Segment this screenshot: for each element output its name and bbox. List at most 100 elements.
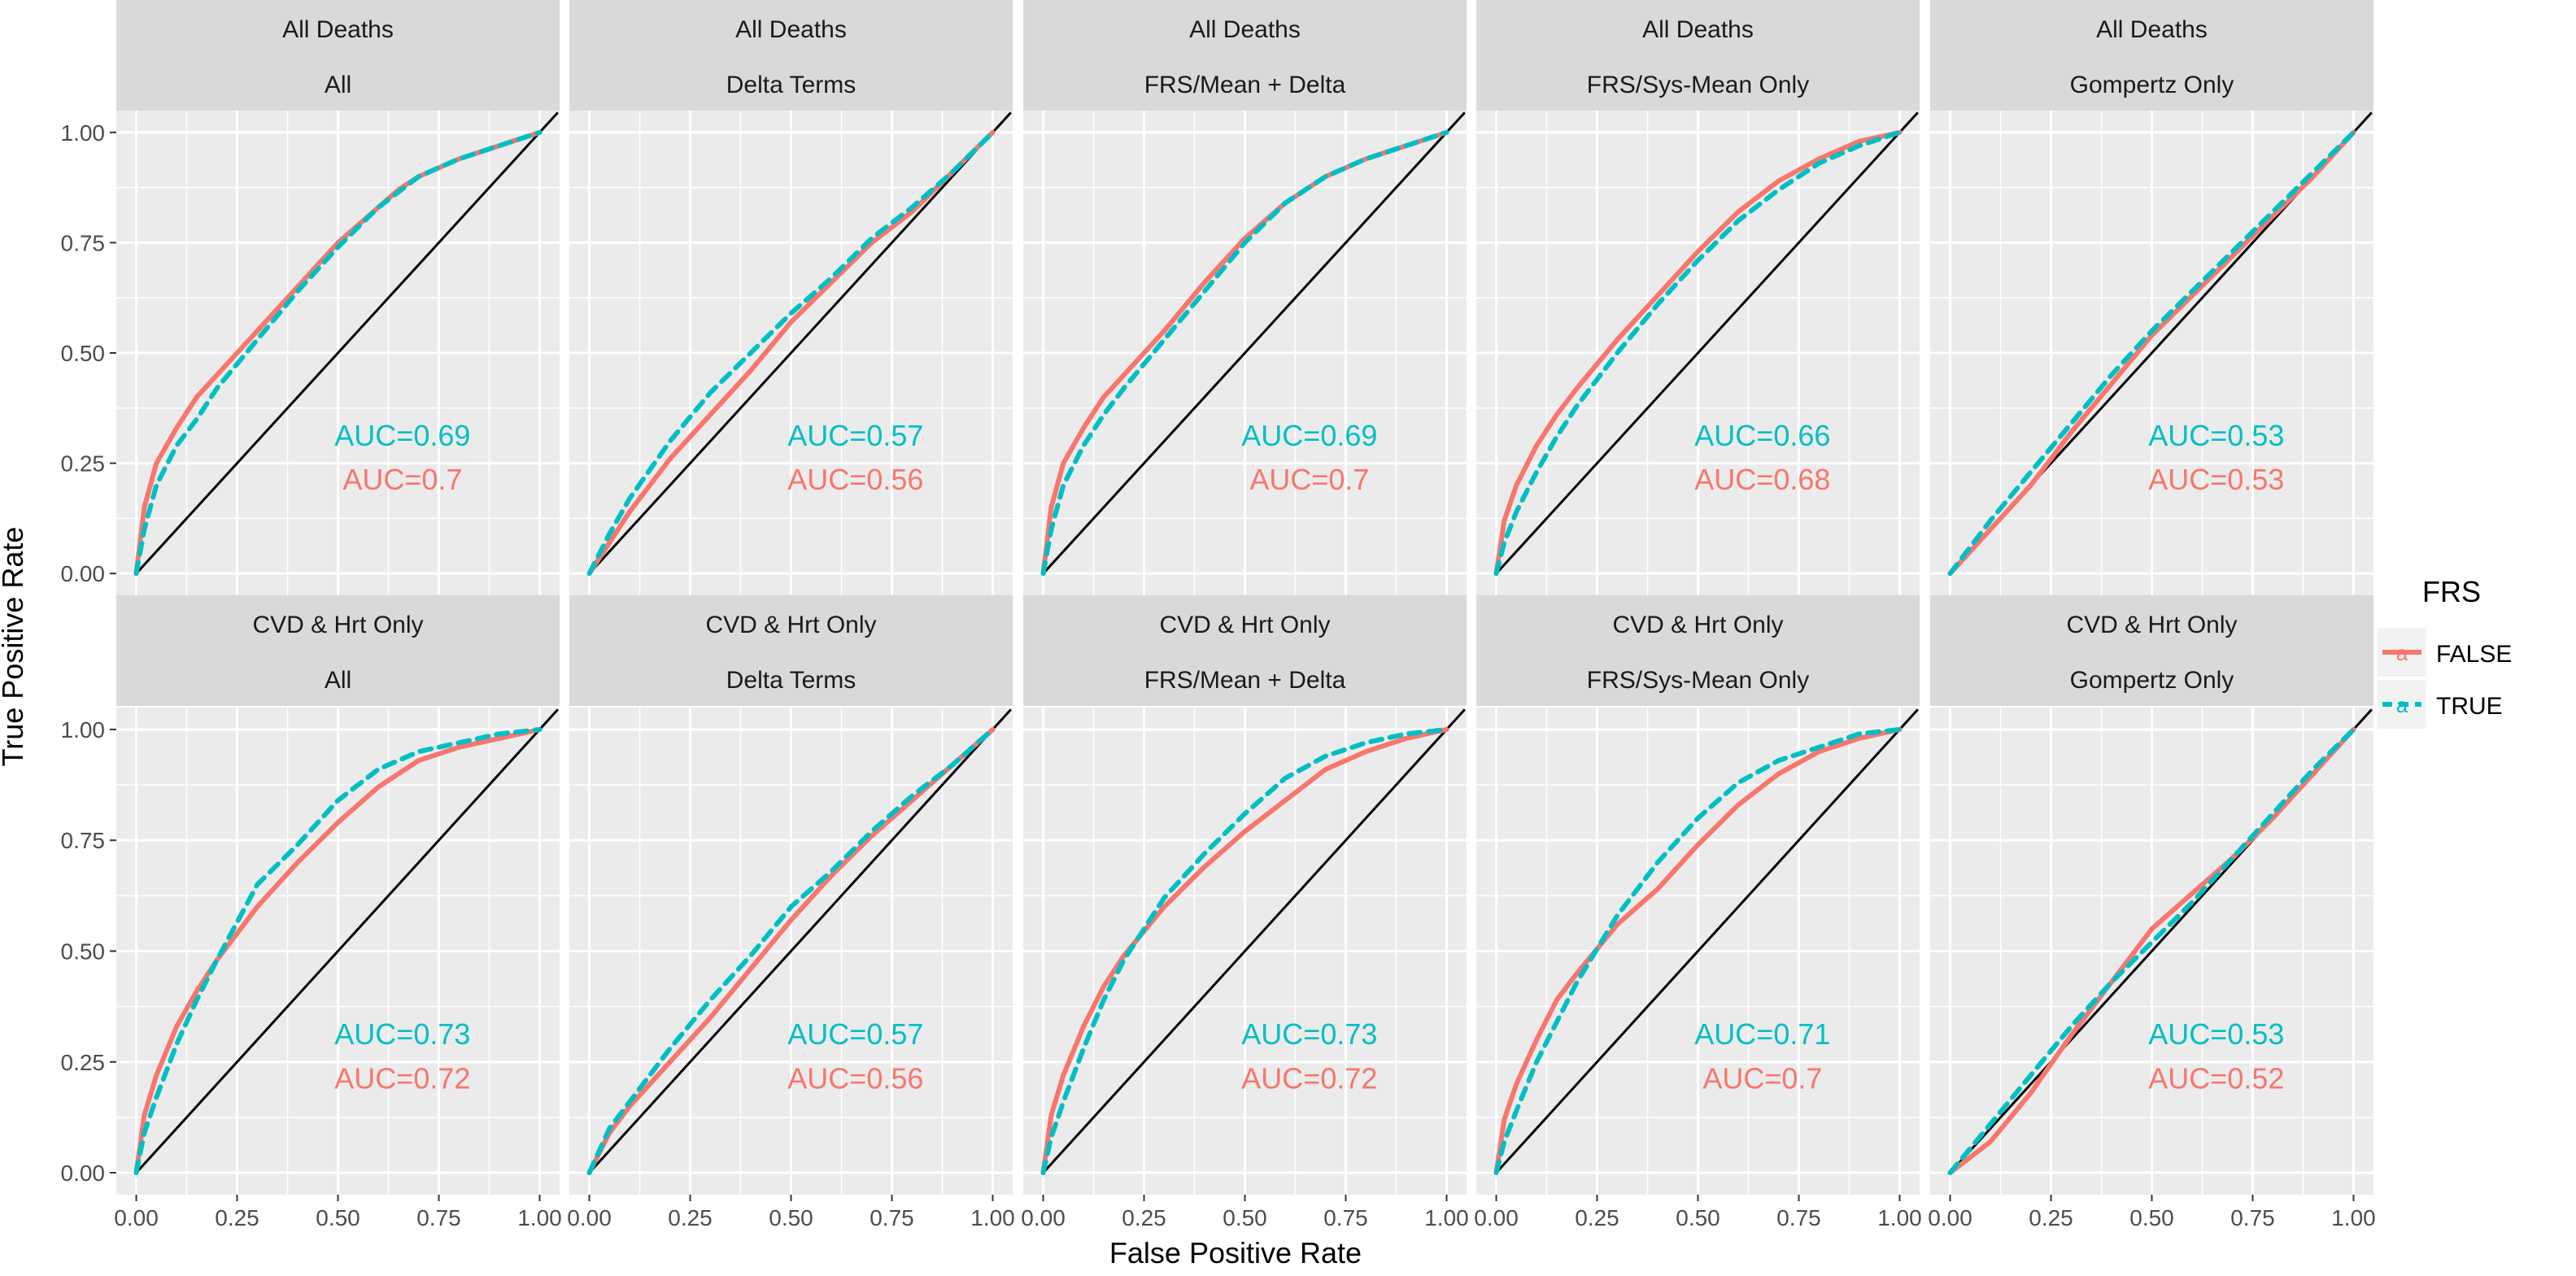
roc-curve-false — [586, 727, 996, 1175]
auc-label-true: AUC=0.57 — [787, 1017, 923, 1051]
auc-label-true: AUC=0.53 — [2148, 1017, 2284, 1051]
roc-curve-true — [1493, 727, 1903, 1175]
facet-strip-row-label: All Deaths — [2096, 16, 2208, 43]
auc-label-true: AUC=0.71 — [1694, 1017, 1830, 1051]
panel-lines — [1947, 708, 2373, 1175]
panel-lines — [1947, 111, 2373, 577]
x-tick-label: 1.00 — [1877, 1205, 1922, 1230]
x-tick-label: 0.50 — [769, 1205, 813, 1230]
roc-curve-true — [586, 129, 996, 577]
facet-panel: CVD & Hrt Only Delta Terms AUC=0.57 AUC=0.5… — [567, 595, 1015, 1230]
facet-panel: All Deaths Gompertz Only AUC=0.53 AUC=0.53 — [1930, 0, 2373, 595]
facet-panel: CVD & Hrt Only FRS/Sys-Mean Only AUC=0.71 A… — [1474, 595, 1922, 1230]
facet-strip-col-label: FRS/Sys-Mean Only — [1587, 667, 1809, 694]
x-tick-label: 0.00 — [1474, 1205, 1519, 1230]
x-tick-label: 0.50 — [1223, 1205, 1267, 1230]
facet-strip — [116, 0, 560, 111]
roc-curve-true — [133, 727, 543, 1175]
panel-lines — [586, 111, 1012, 577]
panel-lines — [1040, 111, 1466, 577]
roc-curve-true — [1947, 727, 2356, 1175]
facet-strip — [1023, 595, 1467, 706]
auc-label-false: AUC=0.68 — [1694, 463, 1830, 496]
roc-curve-true — [1040, 727, 1449, 1175]
facet-panel: All Deaths Delta Terms AUC=0.57 AUC=0.56 — [569, 0, 1013, 595]
x-tick-label: 0.00 — [567, 1205, 612, 1230]
diagonal-reference-line — [1495, 708, 1919, 1174]
x-tick-label: 0.75 — [2230, 1205, 2275, 1230]
facet-strip-row-label: All Deaths — [1189, 16, 1301, 43]
auc-label-false: AUC=0.72 — [334, 1061, 470, 1095]
panel-lines — [133, 111, 559, 577]
auc-label-false: AUC=0.7 — [1249, 463, 1369, 496]
legend-glyph-false: a — [2396, 641, 2408, 665]
auc-label-true: AUC=0.57 — [787, 419, 923, 452]
x-tick-label: 1.00 — [970, 1205, 1015, 1230]
panel-lines — [1493, 111, 1919, 577]
y-tick-label: 0.75 — [61, 230, 106, 255]
roc-curve-true — [133, 129, 543, 577]
auc-label-false: AUC=0.53 — [2148, 463, 2284, 496]
legend-label-false: FALSE — [2436, 641, 2512, 668]
facet-strip-col-label: FRS/Sys-Mean Only — [1587, 72, 1809, 98]
diagonal-reference-line — [1495, 111, 1919, 575]
facet-strip — [569, 595, 1013, 706]
auc-label-false: AUC=0.72 — [1241, 1061, 1377, 1095]
auc-label-true: AUC=0.69 — [334, 419, 470, 452]
y-tick-label: 0.00 — [61, 561, 106, 586]
facet-strip-col-label: Delta Terms — [726, 667, 856, 694]
x-tick-label: 0.25 — [1575, 1205, 1619, 1230]
y-tick-label: 0.75 — [61, 828, 106, 853]
auc-label-false: AUC=0.52 — [2148, 1061, 2284, 1095]
legend-glyph-true: a — [2396, 693, 2408, 717]
x-tick-label: 0.75 — [870, 1205, 914, 1230]
facet-strip — [1023, 0, 1467, 111]
x-tick-label: 0.00 — [114, 1205, 159, 1230]
x-tick-label: 0.25 — [215, 1205, 259, 1230]
legend-label-true: TRUE — [2436, 693, 2503, 720]
facet-strip-row-label: CVD & Hrt Only — [2066, 612, 2237, 638]
x-tick-label: 0.00 — [1928, 1205, 1972, 1230]
facet-strip-row-label: CVD & Hrt Only — [1612, 612, 1783, 638]
diagonal-reference-line — [588, 111, 1012, 575]
y-tick-label: 1.00 — [61, 717, 106, 743]
facet-strip-row-label: CVD & Hrt Only — [252, 612, 423, 638]
facet-panel: CVD & Hrt Only All AUC=0.73 AUC=0.72 0.00 0.2… — [61, 595, 562, 1230]
x-tick-label: 1.00 — [517, 1205, 562, 1230]
roc-curve-true — [1947, 129, 2356, 577]
diagonal-reference-line — [135, 111, 559, 575]
y-tick-label: 0.25 — [61, 1050, 106, 1075]
auc-label-false: AUC=0.7 — [1702, 1061, 1822, 1095]
auc-label-true: AUC=0.66 — [1694, 419, 1830, 452]
y-axis-label: True Positive Rate — [0, 527, 29, 767]
facet-panel: CVD & Hrt Only FRS/Mean + Delta AUC=0.73 AU… — [1021, 595, 1469, 1230]
y-tick-label: 0.25 — [61, 451, 106, 477]
auc-label-false: AUC=0.56 — [787, 463, 923, 496]
x-axis-label: False Positive Rate — [1109, 1236, 1362, 1269]
panel-lines — [1493, 708, 1919, 1175]
diagonal-reference-line — [1042, 708, 1466, 1174]
y-tick-label: 0.00 — [61, 1161, 106, 1186]
x-tick-label: 0.25 — [1122, 1205, 1166, 1230]
facet-strip-col-label: Gompertz Only — [2070, 72, 2234, 98]
roc-curve-true — [586, 727, 996, 1175]
x-tick-label: 1.00 — [2331, 1205, 2376, 1230]
facet-strip — [1476, 595, 1920, 706]
roc-curve-false — [133, 727, 543, 1175]
diagonal-reference-line — [1042, 111, 1466, 575]
facet-panel: All Deaths All AUC=0.69 AUC=0.7 0.00 0.25 0.50… — [61, 0, 560, 595]
facet-strip-col-label: FRS/Mean + Delta — [1144, 72, 1346, 98]
facet-strip — [116, 595, 560, 706]
x-tick-label: 0.00 — [1021, 1205, 1066, 1230]
diagonal-reference-line — [588, 708, 1012, 1174]
panel-lines — [586, 708, 1012, 1175]
facet-strip — [1930, 595, 2373, 706]
facet-panel: CVD & Hrt Only Gompertz Only AUC=0.53 AUC=0… — [1928, 595, 2376, 1230]
x-tick-label: 0.25 — [668, 1205, 713, 1230]
x-tick-label: 1.00 — [1424, 1205, 1469, 1230]
facet-strip-row-label: All Deaths — [1642, 16, 1754, 43]
x-tick-label: 0.50 — [1676, 1205, 1720, 1230]
diagonal-reference-line — [135, 708, 559, 1174]
x-tick-label: 0.75 — [416, 1205, 461, 1230]
facet-strip-row-label: CVD & Hrt Only — [1159, 612, 1330, 638]
